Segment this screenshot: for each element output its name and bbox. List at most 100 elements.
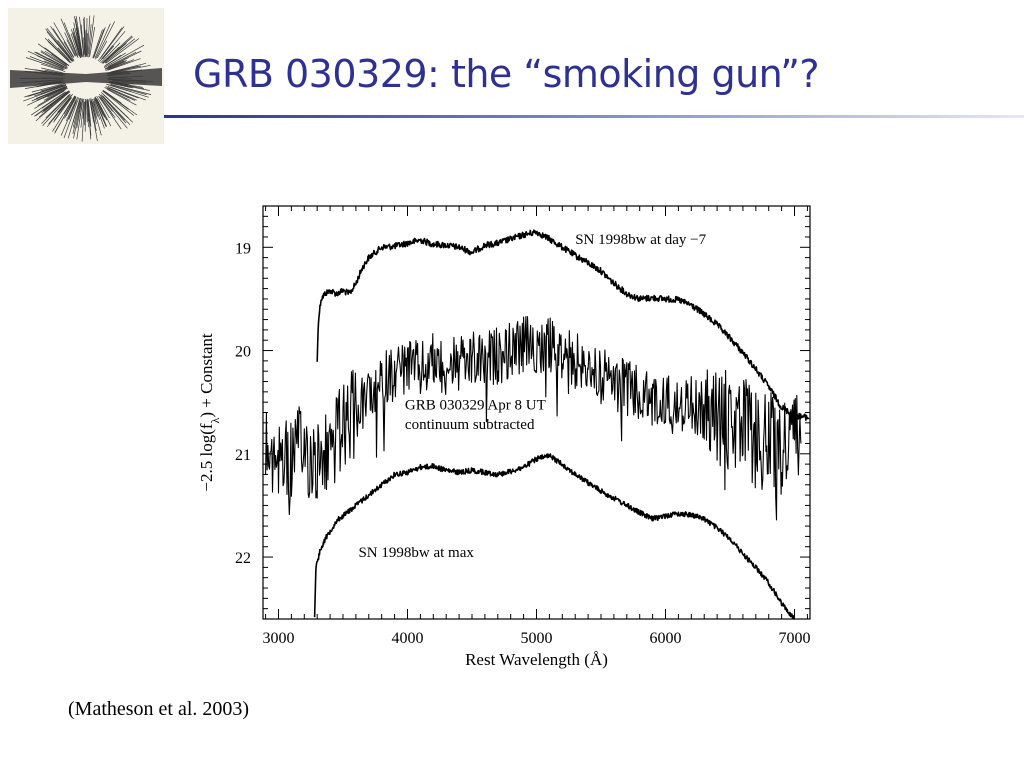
logo-ray (102, 90, 120, 103)
logo-ray (25, 57, 64, 71)
slide-title: GRB 030329: the “smoking gun”? (193, 52, 820, 96)
logo-ray (107, 87, 129, 99)
y-tick-label: 19 (235, 240, 251, 257)
citation: (Matheson et al. 2003) (68, 698, 250, 720)
logo-ray (29, 56, 65, 71)
logo-ray (52, 95, 76, 132)
annotation-layer: SN 1998bw at day −7 GRB 030329 Apr 8 UT co… (358, 232, 706, 561)
logo-ray (72, 101, 81, 134)
y-axis-label: −2.5 log(fλ) + Constant (197, 333, 222, 491)
logo-ray (47, 86, 68, 98)
logo-ray (31, 82, 66, 93)
logo-ray (105, 59, 135, 71)
logo-ray (34, 51, 64, 68)
logo-ray (86, 33, 88, 58)
logo-ray (90, 98, 97, 119)
logo-ray (70, 33, 79, 56)
logo-ray (94, 23, 111, 59)
logo-ray (43, 87, 67, 101)
logo-ray (83, 18, 86, 56)
logo-ray (102, 95, 131, 125)
logo-ray (43, 91, 69, 111)
logo-ray (71, 29, 80, 57)
series-line-1 (316, 229, 810, 421)
logo-beam-right (86, 68, 162, 86)
logo-ray (80, 24, 85, 59)
logo-ray (40, 50, 67, 67)
logo-ray (51, 95, 71, 117)
logo-ray (73, 22, 82, 56)
spectrum-chart: 3000 4000 5000 6000 7000 19 20 21 22 SN 1998bw a… (197, 205, 811, 669)
logo-ray (107, 57, 129, 68)
logo-ray (34, 90, 65, 109)
logo-ray (50, 26, 75, 62)
logo-ray (66, 39, 76, 57)
logo-ray (95, 97, 105, 118)
logo-rays (20, 15, 154, 142)
x-tick-label: 7000 (779, 630, 811, 647)
logo-ray (95, 21, 116, 60)
logo-ray (44, 60, 64, 70)
logo-ray (91, 101, 102, 136)
logo-ray (96, 40, 108, 59)
logo-ray (43, 58, 64, 69)
logo-ray (90, 100, 97, 125)
logo-ray (105, 86, 137, 101)
logo-ray (105, 83, 149, 98)
logo-ray (110, 62, 147, 73)
series-annotation: GRB 030329 Apr 8 UT (405, 397, 546, 413)
logo-ray (107, 61, 126, 70)
logo-ray (89, 100, 98, 141)
logo-ray (87, 24, 92, 55)
x-tick-label: 4000 (391, 630, 423, 647)
logo-ray (51, 53, 67, 65)
logo-ray (95, 94, 110, 119)
logo-ray (36, 86, 68, 101)
logo-ray (74, 36, 81, 59)
logo-ray (63, 96, 80, 139)
y-axis-label-subscript: λ (208, 417, 222, 423)
logo-ray (87, 100, 92, 140)
logo-ray (98, 95, 122, 130)
logo-ray (97, 27, 123, 63)
y-axis-label-tail: ) + Constant (197, 333, 216, 417)
logo-ray (93, 101, 101, 120)
logo-ray (93, 98, 105, 129)
logo-ray (89, 26, 96, 57)
logo-ray (38, 92, 69, 118)
logo-ray (96, 98, 112, 127)
logo-ray (37, 89, 66, 106)
logo-ray (92, 29, 103, 59)
logo-ray (107, 58, 141, 71)
logo-ray (68, 33, 79, 58)
logo-ray (48, 95, 73, 125)
logo-ray (104, 60, 125, 70)
series-layer (265, 229, 810, 620)
logo-ray (95, 100, 105, 122)
logo-ray (44, 47, 70, 67)
title-divider (164, 115, 1024, 118)
logo-ray (86, 18, 88, 56)
series-annotation: SN 1998bw at max (358, 545, 474, 561)
logo-ray (99, 26, 125, 59)
logo-ray (104, 38, 136, 64)
logo-ray (100, 97, 114, 116)
logo-ray (35, 51, 69, 70)
logo-ray (68, 100, 77, 120)
logo-ray (99, 42, 121, 65)
logo-ray (76, 102, 82, 129)
logo-ray (110, 84, 147, 95)
logo-ray (54, 97, 72, 121)
logo-ray (40, 84, 63, 92)
logo-ray (82, 101, 85, 119)
axis-ticks (263, 205, 810, 620)
logo-ray (108, 82, 129, 88)
logo-ray (40, 84, 67, 95)
logo-ray (103, 52, 126, 67)
logo-ray (110, 86, 146, 101)
logo-ray (64, 96, 77, 119)
logo-ray (88, 15, 95, 59)
logo-ray (42, 91, 67, 109)
logo-ray (53, 22, 75, 58)
logo-ray (102, 36, 133, 64)
